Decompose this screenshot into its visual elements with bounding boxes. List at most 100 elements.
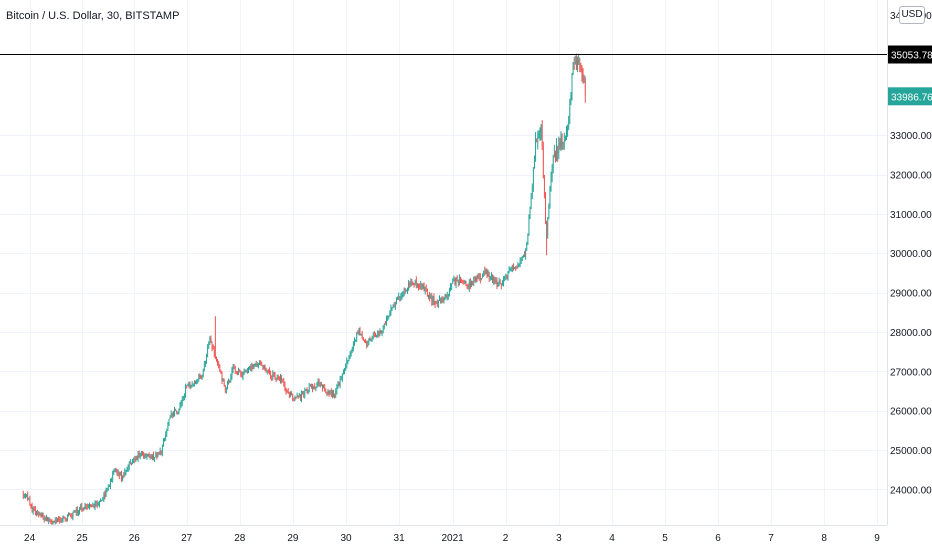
candle-body [520,258,522,261]
candle-body [307,390,309,394]
candle-body [94,503,96,508]
candle-body [464,281,466,284]
candle-body [533,167,534,188]
candle-body [379,330,381,335]
candle-body [291,393,292,395]
candle-body [240,370,242,375]
candle-body [568,115,570,129]
candle-body [581,69,583,76]
candle-body [43,518,45,520]
horizontal-line-price-badge [888,45,932,64]
candle-body [305,389,307,391]
candle-body [315,386,317,388]
candle-body [97,504,99,506]
candle-body [48,518,49,521]
candle-body [131,462,132,464]
candle-body [284,383,286,390]
candle-body [397,297,398,298]
candle-body [274,374,276,379]
candle-body [206,357,207,361]
candle-body [135,458,137,461]
candle-body [579,59,581,66]
candle-body [301,393,302,399]
candle-body [213,349,215,356]
time-axis-label: 24 [24,533,36,544]
candle-body [30,505,32,507]
candle-body [557,146,559,154]
candle-body [528,218,530,235]
candle-body [308,386,310,391]
candle-body [262,365,264,369]
candle-body [186,385,188,387]
time-axis-label: 2 [503,533,509,544]
price-axis-label: 32000.00 [890,171,932,182]
candle-body [36,513,37,515]
candle-body [35,508,36,514]
candle-body [300,394,301,399]
candle-body [338,384,340,386]
candle-body [486,270,488,277]
candle-body [285,389,287,392]
candle-body [238,370,239,373]
candle-body [584,78,586,97]
candle-body [328,390,330,394]
candle-body [370,339,372,341]
candle-body [330,390,332,396]
candle-body [199,375,201,378]
candle-body [159,450,161,454]
candle-body [156,454,158,457]
candle-body [170,413,172,417]
candle-body [237,371,238,373]
candle-body [491,275,492,277]
candle-body [499,280,501,284]
candle-body [211,341,213,349]
candle-body [249,366,250,370]
candle-body [500,283,502,285]
candle-body [482,276,483,279]
candle-body [365,341,366,343]
candle-body [424,288,426,291]
candle-body [63,516,65,519]
price-axis-label: 25000.00 [890,446,932,457]
candle-body [493,278,494,281]
candle-body [75,509,77,513]
candle-body [258,364,259,366]
candle-body [259,361,260,365]
currency-button[interactable]: USD [899,6,925,24]
candle-body [346,360,348,367]
candle-body [239,370,241,372]
candle-body [542,147,544,178]
candle-body [203,364,205,371]
last-price-badge [888,87,932,106]
candle-body [205,360,206,365]
candle-body [481,278,482,279]
candle-body [549,189,551,208]
candle-body [556,146,557,161]
candle-body [182,396,184,400]
candle-body [553,152,555,157]
candle-body [292,394,294,399]
candle-body [445,295,447,298]
candle-body [114,468,116,471]
candle-body [146,454,148,457]
candle-body [453,279,455,281]
candle-body [344,368,345,371]
candle-body [318,380,320,384]
candle-body [539,132,541,134]
candle-body [168,419,170,426]
candle-body [457,280,459,284]
candle-body [551,167,553,175]
candle-body [283,380,285,384]
candle-body [492,275,493,281]
candle-body [81,506,83,509]
candle-body [325,390,327,393]
candle-body [400,296,402,298]
candle-body [377,331,379,336]
candle-body [512,267,513,269]
candle-body [281,377,282,381]
candle-body [143,454,144,458]
candle-body [420,284,422,287]
candle-body [74,511,76,513]
